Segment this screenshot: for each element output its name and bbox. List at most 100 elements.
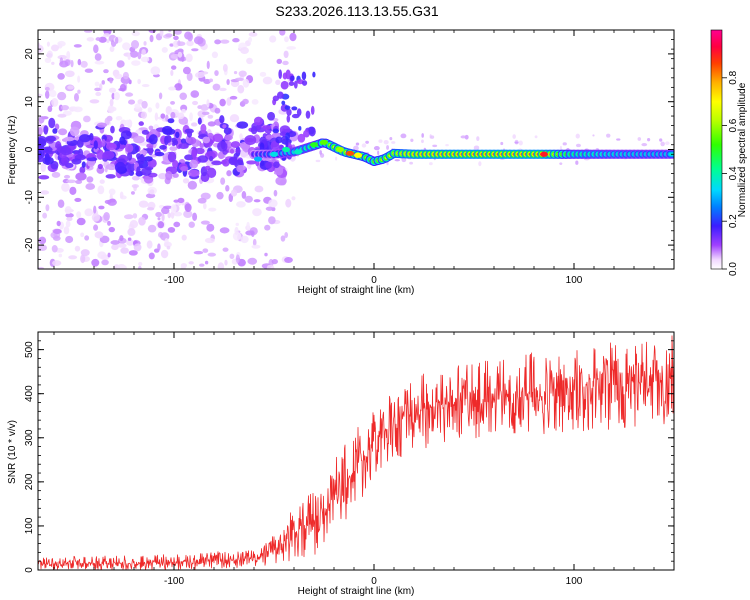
noise-blob [103, 69, 109, 74]
noise-blob [185, 53, 193, 63]
signal-blob [197, 117, 202, 125]
signal-blob [191, 149, 197, 160]
noise-blob [276, 58, 283, 65]
noise-blob [137, 51, 142, 60]
signal-blob [286, 114, 291, 123]
noise-blob [73, 44, 82, 48]
noise-blob [236, 201, 246, 208]
noise-blob [254, 185, 264, 193]
noise-blob [207, 114, 214, 119]
noise-blob [421, 133, 424, 138]
noise-blob [128, 99, 136, 105]
noise-blob [246, 57, 253, 65]
noise-blob [107, 220, 111, 226]
noise-blob [160, 113, 166, 119]
noise-blob [158, 172, 167, 180]
noise-blob [289, 32, 297, 42]
snr-ylabel: SNR (10 * v/v) [7, 420, 18, 484]
noise-blob [135, 129, 142, 135]
noise-blob [232, 38, 240, 43]
noise-blob [606, 133, 611, 138]
noise-blob [173, 30, 182, 35]
noise-blob [138, 265, 142, 269]
signal-blob [202, 136, 211, 144]
band-peak [346, 150, 354, 156]
noise-blob [429, 162, 433, 166]
signal-blob [222, 158, 230, 167]
noise-blob [195, 71, 205, 79]
noise-blob [391, 141, 396, 144]
noise-blob [180, 264, 186, 269]
noise-blob [58, 253, 63, 258]
noise-blob [291, 196, 296, 201]
noise-blob [160, 249, 169, 259]
signal-blob [293, 80, 298, 89]
signal-blob [223, 127, 232, 135]
signal-blob [236, 121, 249, 129]
noise-blob [57, 113, 67, 118]
signal-blob [63, 136, 75, 142]
colorbar-tick-label: 0.0 [728, 262, 739, 276]
signal-blob [165, 170, 173, 181]
noise-blob [52, 260, 62, 267]
signal-blob [281, 100, 286, 106]
noise-blob [166, 245, 171, 250]
noise-blob [534, 135, 538, 139]
spectrogram-xlabel: Height of straight line (km) [298, 285, 415, 296]
noise-blob [170, 204, 177, 213]
noise-blob [184, 203, 192, 213]
signal-blob [250, 125, 258, 135]
noise-blob [57, 40, 66, 47]
noise-blob [660, 141, 665, 147]
noise-blob [204, 260, 209, 265]
signal-blob [136, 166, 141, 176]
signal-blob [175, 131, 180, 139]
noise-blob [172, 173, 179, 178]
noise-blob [61, 182, 70, 192]
noise-blob [264, 224, 271, 231]
noise-blob [206, 99, 210, 108]
noise-blob [271, 258, 278, 265]
noise-blob [49, 89, 57, 98]
signal-blob [188, 169, 200, 177]
noise-blob [240, 47, 249, 54]
noise-blob [44, 86, 50, 91]
noise-blob [253, 199, 261, 203]
noise-blob [122, 265, 127, 269]
noise-blob [133, 243, 142, 252]
signal-blob [38, 137, 47, 148]
noise-blob [169, 43, 174, 47]
signal-blob [42, 146, 53, 153]
noise-blob [76, 217, 86, 226]
signal-blob [48, 117, 56, 129]
noise-blob [190, 122, 198, 127]
signal-blob [285, 132, 290, 141]
noise-blob [149, 189, 155, 194]
signal-blob [305, 110, 311, 119]
noise-blob [269, 35, 277, 43]
signal-blob [284, 105, 291, 110]
noise-blob [143, 41, 147, 46]
noise-blob [222, 247, 229, 252]
noise-blob [101, 259, 109, 266]
noise-blob [386, 161, 389, 166]
noise-blob [94, 231, 104, 239]
snr-ytick-label: 100 [24, 517, 35, 534]
signal-blob [178, 143, 189, 149]
signal-blob [141, 129, 150, 135]
noise-blob [319, 150, 322, 155]
noise-blob [283, 50, 289, 59]
noise-blob [57, 91, 67, 101]
noise-blob [266, 264, 275, 269]
noise-blob [97, 251, 107, 259]
noise-blob [182, 178, 190, 184]
noise-blob [268, 199, 278, 208]
noise-blob [74, 245, 81, 252]
noise-blob [134, 103, 141, 109]
snr-ytick-label: 500 [24, 341, 35, 358]
spectrogram-ytick-label: 10 [24, 96, 35, 108]
noise-blob [141, 100, 148, 109]
snr-xtick-label: 100 [566, 576, 583, 587]
noise-blob [177, 51, 183, 58]
spectrogram-ytick-label: 20 [24, 48, 35, 60]
